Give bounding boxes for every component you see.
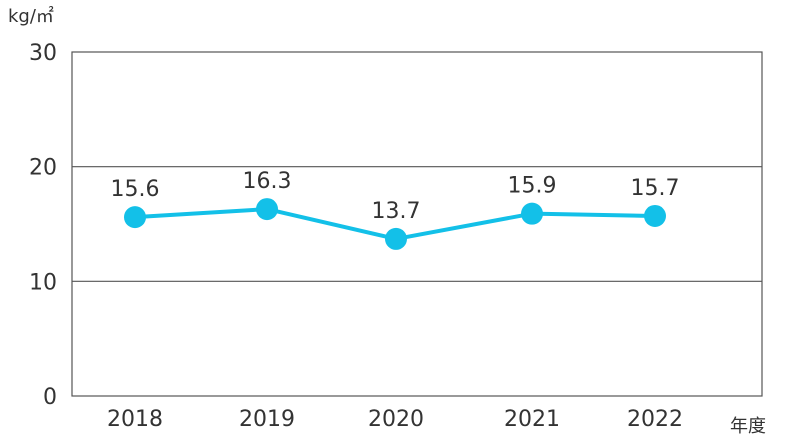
y-tick-label: 20	[29, 156, 57, 181]
x-tick-label: 2020	[368, 407, 424, 432]
data-point	[124, 206, 146, 229]
x-unit-label: 年度	[730, 416, 766, 437]
data-point	[644, 204, 666, 227]
plot-frame	[71, 51, 763, 397]
x-tick-label: 2021	[504, 407, 560, 432]
data-label: 13.7	[372, 199, 421, 224]
x-tick-label: 2022	[627, 407, 683, 432]
x-tick-label: 2019	[239, 407, 295, 432]
y-tick-label: 30	[29, 41, 57, 66]
data-point	[256, 198, 278, 221]
y-unit-label: kg/㎡	[8, 5, 54, 27]
x-tick-label: 2018	[107, 407, 163, 432]
data-point	[385, 227, 407, 250]
data-point	[521, 202, 543, 225]
data-label: 16.3	[243, 169, 292, 194]
data-label: 15.9	[508, 174, 557, 199]
data-labels: 15.6 16.3 13.7 15.9 15.7	[111, 169, 680, 224]
data-points	[124, 198, 666, 250]
y-tick-label: 0	[43, 385, 57, 410]
data-label: 15.7	[631, 176, 680, 201]
x-axis-ticks: 2018 2019 2020 2021 2022	[107, 407, 683, 432]
y-axis-ticks: 0 10 20 30	[29, 41, 57, 410]
gridlines	[72, 166, 762, 282]
y-tick-label: 10	[29, 270, 57, 295]
data-label: 15.6	[111, 177, 160, 202]
